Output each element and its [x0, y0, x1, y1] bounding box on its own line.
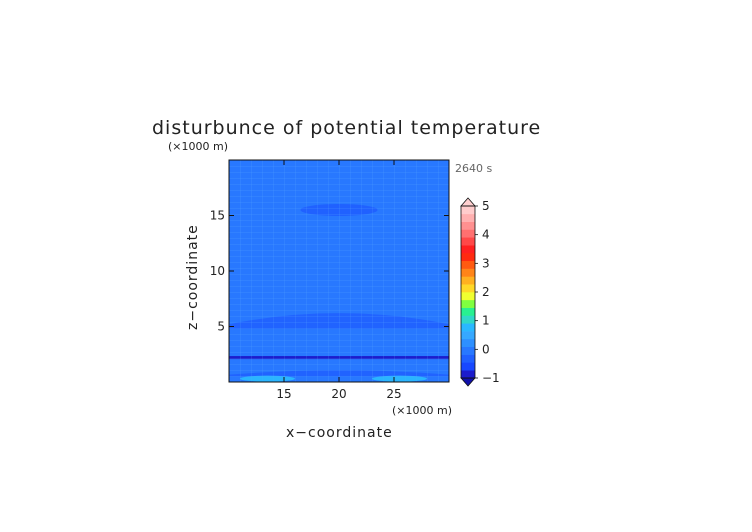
colorbar-segment — [461, 315, 475, 324]
colorbar-segment — [461, 362, 475, 371]
x-axis-label: x−coordinate — [286, 425, 393, 441]
colorbar-segment — [461, 338, 475, 348]
colorbar-tick-label: 2 — [482, 285, 490, 299]
chart-title: disturbunce of potential temperature — [152, 117, 541, 139]
colorbar-extend-max — [460, 197, 476, 207]
x-tick-label: 20 — [331, 387, 346, 401]
plot-area — [229, 160, 449, 382]
colorbar-segment — [461, 260, 475, 269]
colorbar-tick-label: 0 — [482, 342, 490, 356]
colorbar-segment — [461, 245, 475, 254]
colorbar-segment — [461, 307, 475, 316]
time-label: 2640 s — [455, 162, 492, 175]
colorbar-segment — [461, 370, 475, 379]
y-unit-label: (×1000 m) — [168, 140, 228, 153]
colorbar-segment — [461, 276, 475, 285]
x-tick-label: 25 — [386, 387, 401, 401]
colorbar-segment — [461, 331, 475, 340]
colorbar-tick-label: −1 — [482, 371, 500, 385]
colorbar-tick-label: 1 — [482, 314, 490, 328]
colorbar-segment — [461, 229, 475, 238]
colorbar-segment — [461, 323, 475, 332]
colorbar-tick-label: 3 — [482, 256, 490, 270]
colorbar-segment — [461, 299, 475, 308]
x-unit-label: (×1000 m) — [392, 404, 452, 417]
colorbar-segment — [461, 346, 475, 355]
colorbar-extend-min — [460, 377, 476, 387]
colorbar-segment — [461, 354, 475, 363]
colorbar-segment — [461, 268, 475, 277]
x-tick-label: 15 — [276, 387, 291, 401]
grid-overlay — [229, 160, 449, 382]
colorbar-segment — [461, 221, 475, 230]
colorbar: −1 0 1 2 3 4 5 — [460, 197, 500, 387]
y-tick-label: 10 — [210, 264, 225, 278]
y-tick-label: 5 — [217, 320, 225, 334]
colorbar-segment — [461, 206, 475, 215]
colorbar-segment — [461, 252, 475, 262]
y-axis-label: z−coordinate — [185, 224, 201, 330]
colorbar-tick-label: 5 — [482, 199, 490, 213]
colorbar-tick-label: 4 — [482, 228, 490, 242]
colorbar-segment — [461, 213, 475, 222]
colorbar-segment — [461, 292, 475, 301]
colorbar-segment — [461, 237, 475, 246]
colorbar-segment — [461, 284, 475, 293]
y-tick-label: 15 — [210, 209, 225, 223]
